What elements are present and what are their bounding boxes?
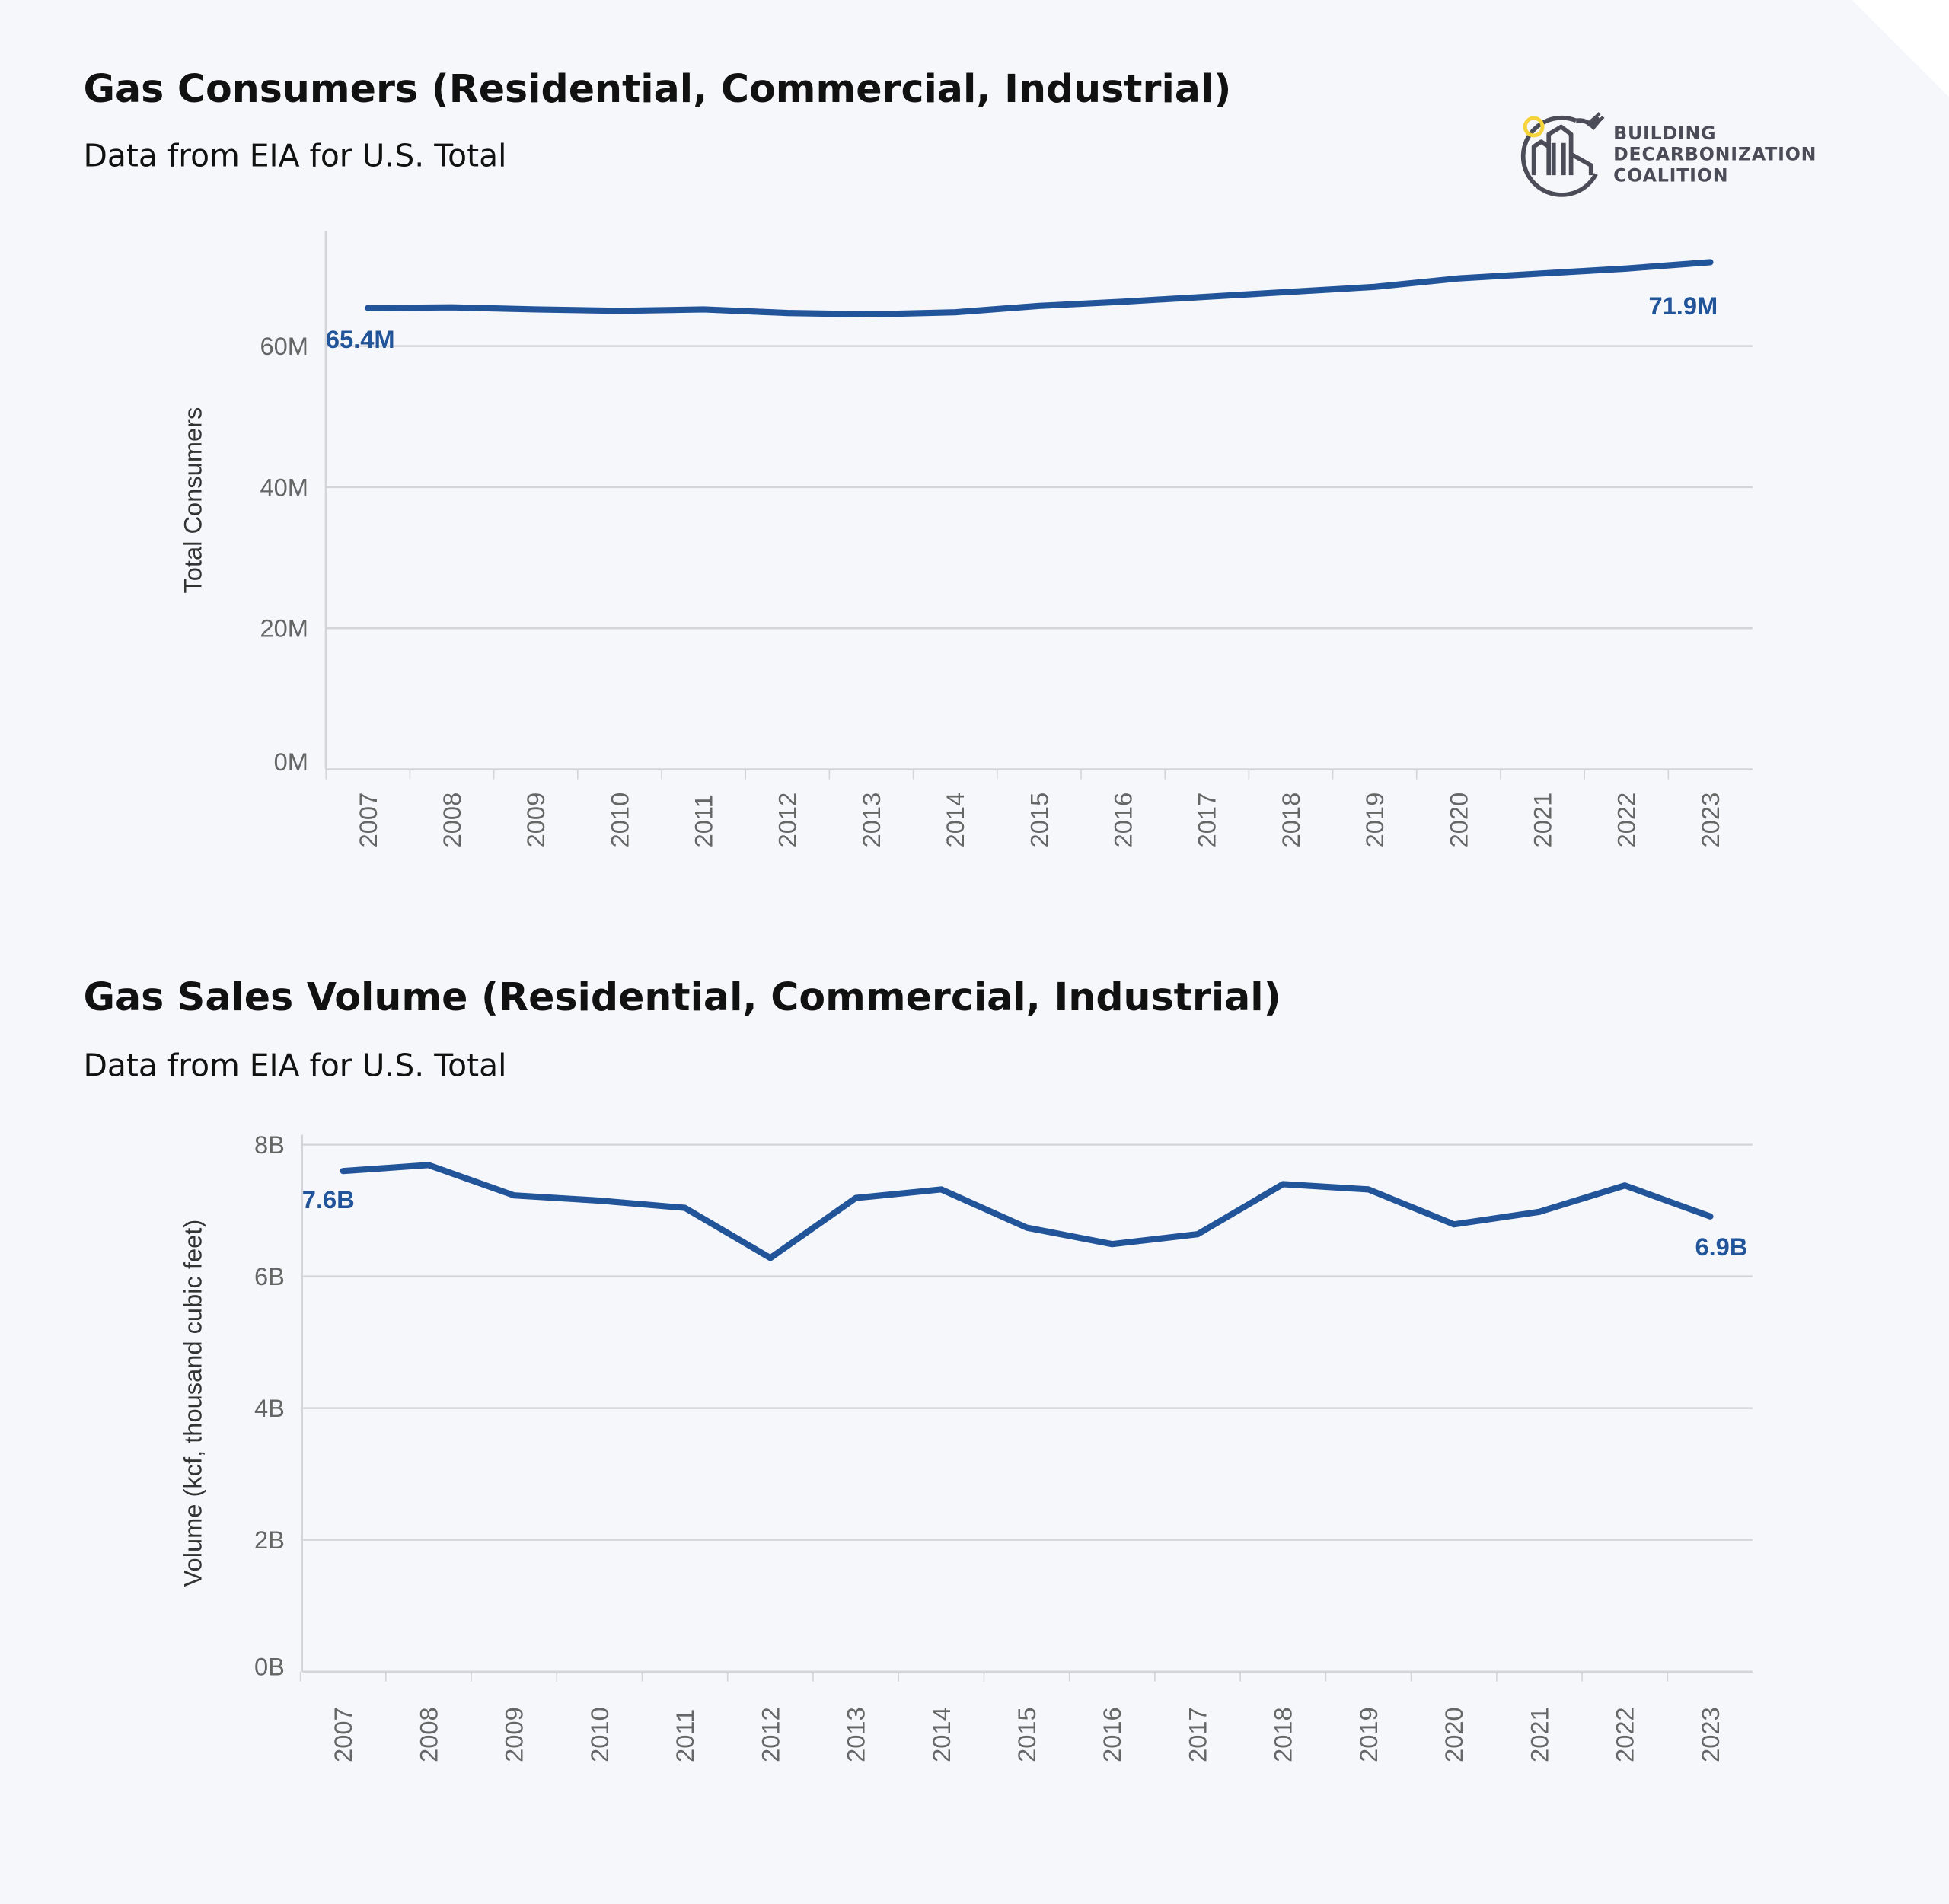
y-tick-label: 40M [260,473,308,501]
x-tick-label: 2017 [1193,793,1221,848]
x-tick-label: 2007 [354,793,382,848]
chart1-subtitle: Data from EIA for U.S. Total [83,138,506,174]
y-tick-label: 20M [260,614,308,643]
x-tick-label: 2021 [1525,1707,1553,1762]
x-tick-label: 2009 [522,793,550,848]
x-tick-label: 2023 [1696,793,1724,848]
chart2-subtitle: Data from EIA for U.S. Total [83,1048,506,1084]
x-tick-label: 2019 [1360,793,1389,848]
last-value-label: 71.9M [1649,292,1718,320]
x-tick-label: 2022 [1611,1707,1639,1762]
first-value-label: 7.6B [302,1185,355,1214]
x-tick-label: 2023 [1696,1707,1724,1762]
x-tick-label: 2021 [1528,793,1556,848]
x-tick-label: 2014 [941,793,969,848]
corner-cut [1852,0,1949,97]
series-line [340,1162,1714,1261]
x-tick-label: 2019 [1354,1707,1383,1762]
x-tick-label: 2022 [1612,793,1641,848]
x-tick-label: 2018 [1277,793,1305,848]
x-tick-label: 2011 [690,794,718,847]
chart2-title: Gas Sales Volume (Residential, Commercia… [83,974,1281,1019]
y-tick-label: 4B [254,1394,285,1422]
y-axis-title: Total Consumers [179,407,207,594]
x-tick-label: 2010 [605,793,633,848]
x-tick-label: 2016 [1098,1707,1126,1762]
x-tick-label: 2008 [414,1707,442,1762]
y-axis-title: Volume (kcf, thousand cubic feet) [179,1220,207,1587]
first-value-label: 65.4M [326,325,395,353]
chart-gas-consumers: 0M 20M 40M 60M Total Consumers 2007 2008 2009 20… [179,231,1753,848]
y-tick-label: 0B [254,1653,285,1681]
x-tick-label: 2017 [1183,1707,1211,1762]
logo: BUILDING DECARBONIZATION COALITION [1520,112,1817,197]
x-tick-label: 2020 [1444,793,1472,848]
x-tick-label: 2012 [774,793,802,848]
x-tick-label: 2011 [671,1709,699,1762]
y-tick-label: 2B [254,1526,285,1554]
x-tick-label: 2016 [1109,793,1137,848]
x-tick-label: 2014 [927,1707,955,1762]
logo-text-line-3: COALITION [1613,164,1728,186]
x-tick-label: 2015 [1013,1707,1041,1762]
series-line [365,259,1714,318]
x-tick-label: 2007 [329,1707,357,1762]
x-tick-label: 2018 [1269,1707,1297,1762]
x-tick-label: 2020 [1440,1707,1468,1762]
x-tick-label: 2008 [438,793,466,848]
last-value-label: 6.9B [1695,1233,1747,1261]
chart1-title: Gas Consumers (Residential, Commercial, … [83,66,1231,111]
y-tick-label: 60M [260,332,308,360]
y-tick-label: 0M [274,748,308,776]
logo-mark-icon [1520,115,1598,197]
x-tick-label: 2013 [842,1707,870,1762]
x-tick-label: 2009 [500,1707,528,1762]
y-tick-label: 6B [254,1262,285,1290]
plug-icon [1586,112,1605,131]
y-tick-label: 8B [254,1131,285,1159]
logo-text-line-1: BUILDING [1613,123,1716,144]
x-tick-label: 2015 [1025,793,1053,848]
chart-gas-sales-volume: 0B 2B 4B 6B 8B Volume (kcf, thousand cubic fe… [179,1131,1753,1762]
x-tick-label: 2013 [857,793,885,848]
x-tick-label: 2010 [585,1707,614,1762]
logo-text-line-2: DECARBONIZATION [1613,144,1817,165]
x-tick-label: 2012 [756,1707,784,1762]
